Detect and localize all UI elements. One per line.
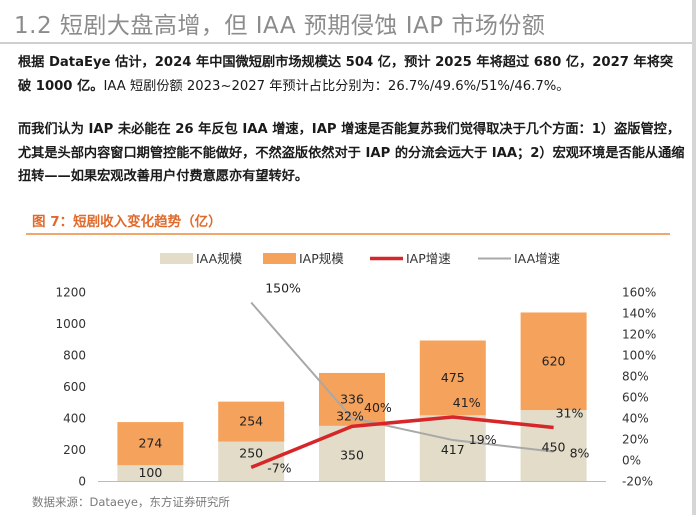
bar-label-iaa-2025E: 350 bbox=[340, 447, 364, 462]
line-label-iap-2025E: 32% bbox=[336, 408, 364, 423]
category-label-2024: 2024 bbox=[235, 487, 267, 490]
category-label-2026E: 2026E bbox=[433, 487, 473, 490]
paragraph-market-size-normal: IAA 短剧份额 2023~2027 年预计占比分别为：26.7%/49.6%/… bbox=[103, 78, 570, 94]
right-axis-tick: 20% bbox=[622, 433, 649, 447]
paragraph-iap-view-bold: 而我们认为 IAP 未必能在 26 年反包 IAA 增速，IAP 增速是否能复苏… bbox=[18, 122, 685, 184]
right-axis-tick: 40% bbox=[622, 412, 649, 426]
legend-label-0: IAA规模 bbox=[196, 251, 243, 266]
revenue-trend-chart: IAA规模 IAP规模 IAP增速 IAA增速 0 200 400 600 800 1000 120… bbox=[55, 251, 656, 490]
line-iaa-growth bbox=[250, 301, 554, 453]
bar-iap-2026E bbox=[419, 340, 486, 416]
right-axis-tick: 140% bbox=[622, 307, 656, 321]
right-axis-tick: 120% bbox=[622, 328, 656, 342]
line-label-iaa-2027E: 8% bbox=[570, 446, 590, 461]
section-title: 1.2 短剧大盘高增，但 IAA 预期侵蚀 IAP 市场份额 bbox=[14, 13, 546, 39]
figure-label: 图 7：短剧收入变化趋势（亿） bbox=[32, 214, 222, 230]
line-label-iap-2024: -7% bbox=[267, 460, 291, 475]
bar-iaa-2023 bbox=[117, 465, 184, 481]
bar-iap-2023 bbox=[117, 422, 184, 466]
line-iap-growth bbox=[250, 415, 554, 469]
bar-iap-2024 bbox=[218, 401, 285, 442]
bar-label-iap-2024: 254 bbox=[239, 414, 263, 429]
line-label-iaa-2025E: 40% bbox=[364, 400, 392, 415]
category-label-2027E: 2027E bbox=[534, 487, 574, 490]
data-source: 数据来源：Dataeye，东方证券研究所 bbox=[32, 495, 230, 509]
legend-swatch-0 bbox=[160, 253, 193, 264]
left-axis-tick: 800 bbox=[63, 349, 86, 363]
right-axis-tick: -20% bbox=[622, 475, 653, 489]
page-edge bbox=[692, 0, 696, 515]
category-label-2023: 2023 bbox=[134, 487, 166, 490]
right-axis-tick: 160% bbox=[622, 286, 656, 300]
bar-label-iap-2025E: 336 bbox=[340, 391, 364, 406]
right-axis-tick: 60% bbox=[622, 391, 649, 405]
right-axis-tick: 100% bbox=[622, 349, 656, 363]
left-axis-tick: 0 bbox=[78, 475, 86, 489]
left-axis-tick: 200 bbox=[63, 443, 86, 457]
bar-label-iaa-2026E: 417 bbox=[441, 442, 465, 457]
line-label-iaa-2024: 150% bbox=[265, 281, 301, 296]
bar-label-iap-2023: 274 bbox=[138, 436, 162, 451]
title-divider bbox=[0, 42, 696, 44]
bar-label-iaa-2027E: 450 bbox=[542, 440, 566, 455]
paragraph-market-size-bold: 根据 DataEye 估计，2024 年中国微短剧市场规模达 504 亿，预计 … bbox=[18, 55, 674, 94]
bar-iaa-2024 bbox=[218, 441, 285, 481]
line-label-iap-2026E: 41% bbox=[453, 395, 481, 410]
line-label-iaa-2026E: 19% bbox=[469, 432, 497, 447]
right-axis-tick: 0% bbox=[622, 454, 641, 468]
figure-divider bbox=[26, 233, 670, 235]
bar-iap-2027E bbox=[520, 312, 587, 411]
legend-swatch-1 bbox=[263, 253, 296, 264]
line-label-iap-2027E: 31% bbox=[556, 405, 584, 420]
left-axis-tick: 600 bbox=[63, 380, 86, 394]
legend-label-3: IAA增速 bbox=[514, 251, 561, 266]
bar-label-iap-2026E: 475 bbox=[441, 370, 465, 385]
left-axis-tick: 400 bbox=[63, 412, 86, 426]
paragraph-iap-view: 而我们认为 IAP 未必能在 26 年反包 IAA 增速，IAP 增速是否能复苏… bbox=[18, 118, 686, 189]
bar-label-iaa-2023: 100 bbox=[138, 465, 162, 480]
legend-label-2: IAP增速 bbox=[406, 251, 451, 266]
left-axis-tick: 1000 bbox=[55, 317, 86, 331]
bar-iaa-2026E bbox=[419, 415, 486, 481]
category-label-2025E: 2025E bbox=[332, 487, 372, 490]
paragraph-market-size: 根据 DataEye 估计，2024 年中国微短剧市场规模达 504 亿，预计 … bbox=[18, 51, 686, 98]
legend-label-1: IAP规模 bbox=[299, 251, 344, 266]
right-axis-tick: 80% bbox=[622, 370, 649, 384]
bar-label-iap-2027E: 620 bbox=[542, 353, 566, 368]
left-axis-tick: 1200 bbox=[55, 286, 86, 300]
bar-label-iaa-2024: 250 bbox=[239, 446, 263, 461]
bar-iaa-2027E bbox=[520, 410, 587, 481]
